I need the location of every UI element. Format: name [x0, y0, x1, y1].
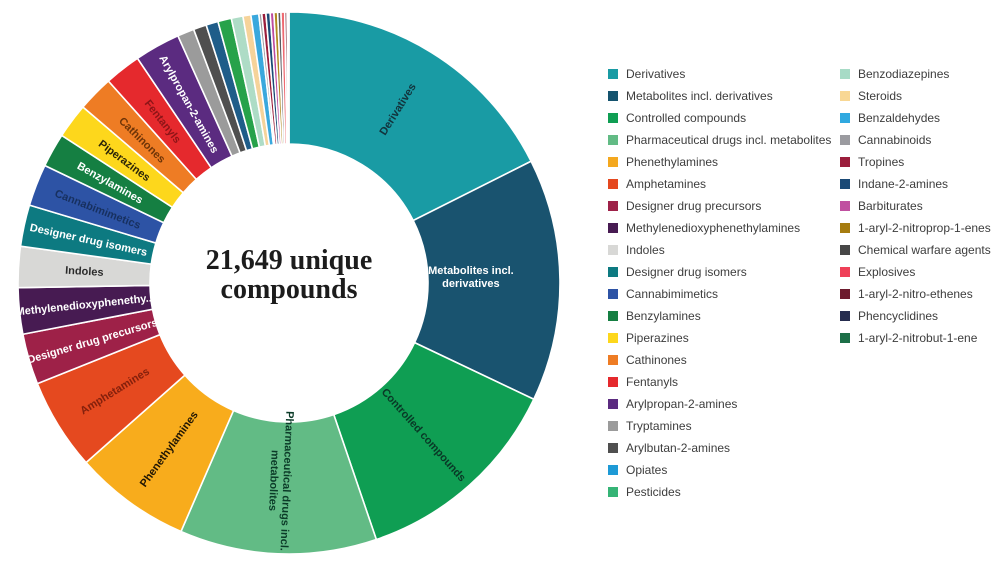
- svg-text:Indoles: Indoles: [65, 265, 104, 279]
- svg-text:Metabolites incl.derivatives: Metabolites incl. derivatives: [428, 265, 514, 290]
- svg-text:Pharmaceutical drugs incl.meta: Pharmaceutical drugs incl.metabolites: [264, 410, 295, 551]
